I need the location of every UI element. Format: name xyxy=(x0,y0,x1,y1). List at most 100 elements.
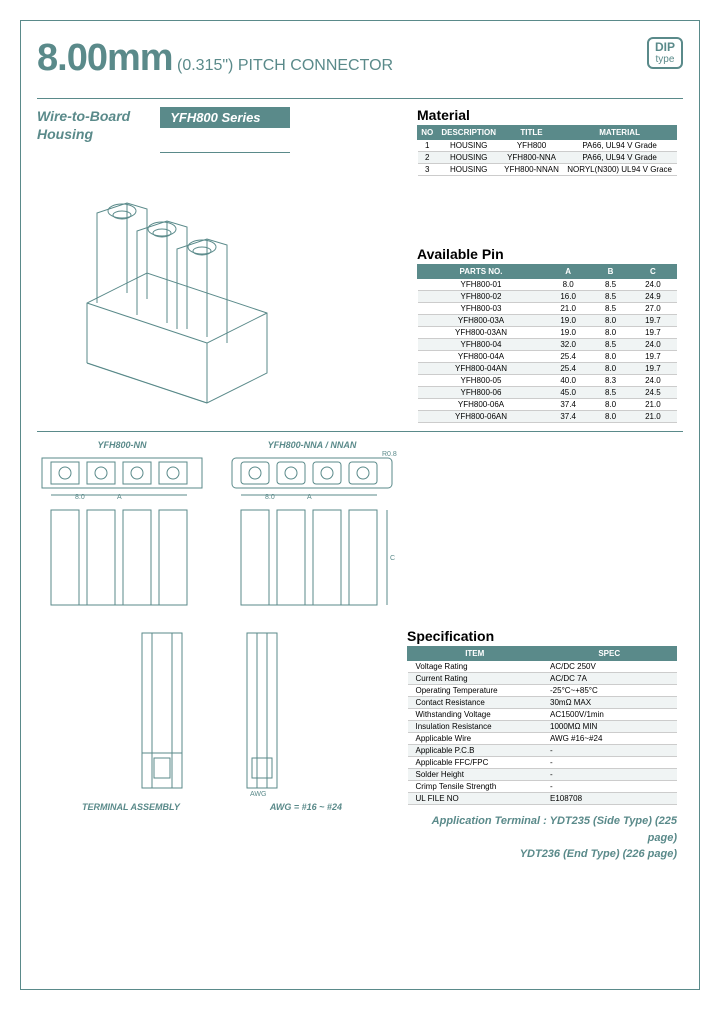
table-cell: - xyxy=(542,745,677,757)
table-cell: YFH800 xyxy=(500,140,562,152)
table-cell: YFH800-NNAN xyxy=(500,164,562,176)
table-cell: 16.0 xyxy=(545,291,592,303)
pin-th: PARTS NO. xyxy=(418,265,545,279)
table-cell: 19.7 xyxy=(629,351,676,363)
table-cell: AWG #16~#24 xyxy=(542,733,677,745)
table-cell: 21.0 xyxy=(545,303,592,315)
table-cell: 19.7 xyxy=(629,363,676,375)
table-cell: 8.0 xyxy=(592,363,629,375)
table-cell: 8.0 xyxy=(592,399,629,411)
spec-table: ITEM SPEC Voltage RatingAC/DC 250VCurren… xyxy=(407,646,677,805)
table-row: YFH800-0432.08.524.0 xyxy=(418,339,677,351)
table-cell: 24.9 xyxy=(629,291,676,303)
table-cell: 21.0 xyxy=(629,411,676,423)
table-cell: 37.4 xyxy=(545,411,592,423)
table-cell: NORYL(N300) UL94 V Grace xyxy=(563,164,677,176)
category-line1: Wire-to-Board xyxy=(37,107,130,125)
series-underline xyxy=(160,152,290,153)
terminal-side-2: AWG xyxy=(232,628,292,798)
table-cell: 8.0 xyxy=(592,411,629,423)
svg-text:C: C xyxy=(390,555,395,562)
table-cell: 27.0 xyxy=(629,303,676,315)
svg-text:A: A xyxy=(307,494,312,500)
table-cell: AC/DC 250V xyxy=(542,661,677,673)
table-cell: 1 xyxy=(418,140,438,152)
page-title: 8.00mm (0.315") PITCH CONNECTOR xyxy=(37,37,393,80)
table-cell: YFH800-04 xyxy=(418,339,545,351)
table-row: YFH800-0540.08.324.0 xyxy=(418,375,677,387)
terminal-label: TERMINAL ASSEMBLY xyxy=(82,802,180,812)
table-cell: E108708 xyxy=(542,793,677,805)
table-row: YFH800-06A37.48.021.0 xyxy=(418,399,677,411)
svg-text:8.0: 8.0 xyxy=(75,494,85,500)
awg-label: AWG = #16 ~ #24 xyxy=(270,802,342,812)
table-cell: YFH800-02 xyxy=(418,291,545,303)
svg-text:8.0: 8.0 xyxy=(265,494,275,500)
table-cell: Withstanding Voltage xyxy=(408,709,543,721)
front-view-2: C xyxy=(227,505,397,615)
badge-bottom: type xyxy=(655,54,675,65)
table-row: 2HOUSINGYFH800-NNAPA66, UL94 V Grade xyxy=(418,152,677,164)
table-cell: Current Rating xyxy=(408,673,543,685)
table-cell: YFH800-03A xyxy=(418,315,545,327)
title-sub: (0.315") PITCH CONNECTOR xyxy=(177,57,393,74)
spec-th: SPEC xyxy=(542,647,677,661)
table-cell: 8.3 xyxy=(592,375,629,387)
table-cell: Applicable P.C.B xyxy=(408,745,543,757)
table-row: UL FILE NOE108708 xyxy=(408,793,677,805)
table-cell: 45.0 xyxy=(545,387,592,399)
table-cell: Voltage Rating xyxy=(408,661,543,673)
table-cell: 37.4 xyxy=(545,399,592,411)
table-cell: YFH800-06AN xyxy=(418,411,545,423)
table-cell: 21.0 xyxy=(629,399,676,411)
table-cell: 25.4 xyxy=(545,363,592,375)
table-cell: 19.7 xyxy=(629,327,676,339)
table-row: Applicable FFC/FPC- xyxy=(408,757,677,769)
terminal-side-1 xyxy=(132,628,192,798)
table-cell: 8.5 xyxy=(592,279,629,291)
table-row: YFH800-03AN19.08.019.7 xyxy=(418,327,677,339)
table-row: Insulation Resistance1000MΩ MIN xyxy=(408,721,677,733)
table-cell: Contact Resistance xyxy=(408,697,543,709)
schem-label-2: YFH800-NNA / NNAN xyxy=(227,440,397,450)
table-cell: 19.7 xyxy=(629,315,676,327)
table-cell: 8.5 xyxy=(592,387,629,399)
table-cell: 3 xyxy=(418,164,438,176)
material-th: MATERIAL xyxy=(563,126,677,140)
table-cell: YFH800-03 xyxy=(418,303,545,315)
table-cell: YFH800-NNA xyxy=(500,152,562,164)
table-cell: 8.5 xyxy=(592,291,629,303)
spec-title: Specification xyxy=(407,628,677,644)
table-cell: - xyxy=(542,781,677,793)
table-row: YFH800-04AN25.48.019.7 xyxy=(418,363,677,375)
table-cell: Insulation Resistance xyxy=(408,721,543,733)
table-cell: YFH800-06 xyxy=(418,387,545,399)
category-line2: Housing xyxy=(37,125,130,143)
table-cell: 40.0 xyxy=(545,375,592,387)
table-cell: 8.0 xyxy=(592,327,629,339)
table-row: YFH800-0321.08.527.0 xyxy=(418,303,677,315)
table-cell: Solder Height xyxy=(408,769,543,781)
table-cell: 24.0 xyxy=(629,339,676,351)
title-size: 8.00mm xyxy=(37,37,173,79)
table-cell: 8.5 xyxy=(592,339,629,351)
table-cell: 19.0 xyxy=(545,315,592,327)
table-row: YFH800-06AN37.48.021.0 xyxy=(418,411,677,423)
table-row: Operating Temperature-25°C~+85°C xyxy=(408,685,677,697)
material-table: NO DESCRIPTION TITLE MATERIAL 1HOUSINGYF… xyxy=(417,125,677,176)
table-cell: -25°C~+85°C xyxy=(542,685,677,697)
table-cell: YFH800-06A xyxy=(418,399,545,411)
schem-label-1: YFH800-NN xyxy=(37,440,207,450)
table-cell: AC1500V/1min xyxy=(542,709,677,721)
table-cell: AC/DC 7A xyxy=(542,673,677,685)
table-cell: 8.0 xyxy=(545,279,592,291)
table-row: 3HOUSINGYFH800-NNANNORYL(N300) UL94 V Gr… xyxy=(418,164,677,176)
pin-table: PARTS NO. A B C YFH800-018.08.524.0YFH80… xyxy=(417,264,677,423)
table-cell: 30mΩ MAX xyxy=(542,697,677,709)
table-cell: 8.0 xyxy=(592,351,629,363)
spec-th: ITEM xyxy=(408,647,543,661)
table-cell: UL FILE NO xyxy=(408,793,543,805)
top-view-1: A 8.0 xyxy=(37,450,207,500)
pin-th: C xyxy=(629,265,676,279)
svg-text:AWG: AWG xyxy=(250,791,266,798)
